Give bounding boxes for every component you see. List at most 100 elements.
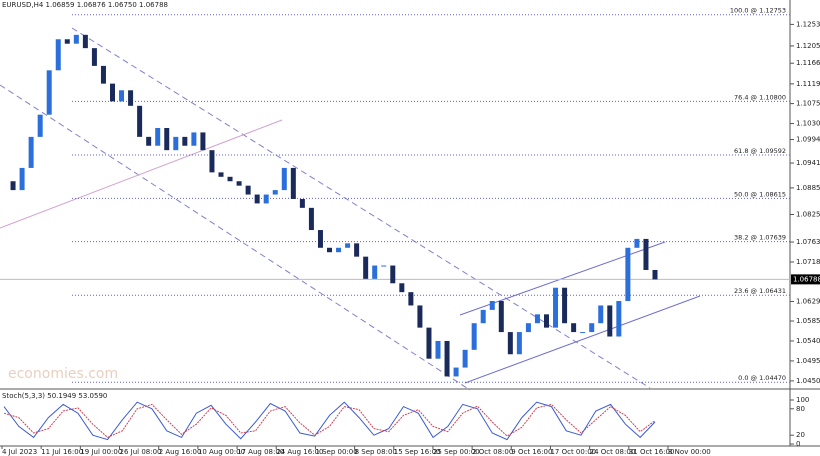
candle-body	[218, 172, 224, 177]
fib-label: 50.0 @ 1.08615	[734, 190, 786, 198]
candle-body	[10, 181, 16, 191]
x-tick-label: 24 Oct 08:00	[590, 448, 636, 456]
stoch-line	[3, 403, 656, 438]
candle-body	[553, 287, 559, 328]
candle-body	[182, 136, 188, 146]
candle-body	[100, 65, 106, 84]
y-tick-label: 1.07180	[796, 258, 820, 266]
candle-body	[589, 323, 595, 333]
candle-body	[173, 136, 179, 151]
candle-body	[128, 90, 134, 106]
candle-body	[327, 247, 332, 253]
x-tick-label: 9 Oct 16:00	[511, 448, 552, 456]
current-price-box	[791, 274, 820, 285]
y-tick-label: 1.05850	[796, 317, 820, 325]
candle-body	[146, 136, 152, 146]
candle-body	[119, 90, 125, 102]
candle-body	[562, 287, 568, 324]
candle-body	[245, 185, 251, 195]
fib-label: 23.6 @ 1.06431	[734, 287, 786, 295]
y-tick-label: 1.08850	[796, 184, 820, 192]
y-tick-label: 1.11195	[796, 80, 820, 88]
candle-body	[28, 136, 34, 168]
candle-body	[308, 207, 314, 231]
stoch-label: Stoch(5,3,3) 50.1949 53.0590	[2, 392, 107, 400]
candle-body	[525, 323, 531, 333]
x-tick-label: 17 Oct 00:00	[550, 448, 596, 456]
fib-label: 38.2 @ 1.07639	[734, 234, 786, 242]
candle-body	[381, 265, 387, 267]
candle-body	[598, 305, 604, 324]
candle-body	[137, 105, 143, 137]
candle-body	[64, 39, 70, 44]
x-tick-label: 1 Sep 00:00	[315, 448, 357, 456]
fib-label: 76.4 @ 1.10800	[734, 93, 786, 101]
y-tick-label: 1.09410	[796, 159, 820, 167]
y-tick-label: 1.12535	[796, 20, 820, 28]
candle-body	[462, 349, 468, 368]
y-tick-label: 1.08250	[796, 211, 820, 219]
y-tick-label: 1.06290	[796, 297, 820, 305]
stoch-tick-label: 20	[796, 431, 805, 439]
candle-body	[263, 194, 269, 204]
candle-body	[417, 305, 423, 328]
x-tick-label: 2 Oct 08:00	[472, 448, 513, 456]
candle-body	[435, 340, 441, 359]
candle-body	[73, 34, 79, 44]
candle-body	[625, 247, 631, 302]
candle-body	[534, 314, 540, 324]
stoch-tick-label: 80	[796, 405, 805, 413]
candle-body	[498, 301, 504, 333]
candle-body	[363, 256, 369, 279]
candle-body	[254, 194, 260, 204]
y-tick-label: 1.10750	[796, 100, 820, 108]
candle-body	[317, 230, 323, 248]
candle-body	[372, 265, 378, 279]
chart-title: EURUSD,H4 1.06859 1.06876 1.06750 1.0678…	[2, 1, 168, 9]
trend-line	[0, 119, 283, 229]
candle-body	[507, 332, 513, 355]
x-tick-label: 19 Jul 00:00	[80, 448, 122, 456]
x-tick-label: 31 Oct 16:00	[629, 448, 675, 456]
y-tick-label: 1.05400	[796, 337, 820, 345]
candle-body	[390, 265, 396, 284]
candle-body	[489, 301, 495, 310]
candle-body	[37, 114, 43, 137]
candle-body	[110, 83, 115, 102]
y-tick-label: 1.04950	[796, 357, 820, 365]
x-tick-label: 25 Sep 00:00	[433, 448, 480, 456]
candle-body	[191, 132, 197, 146]
candle-body	[200, 132, 206, 151]
x-tick-label: 24 Aug 16:00	[276, 448, 323, 456]
x-tick-label: 4 Jul 2023	[2, 448, 37, 456]
candle-body	[155, 127, 161, 146]
candle-body	[480, 309, 486, 324]
candle-body	[426, 327, 432, 359]
candle-body	[399, 283, 405, 293]
x-tick-label: 10 Aug 00:00	[198, 448, 245, 456]
x-tick-label: 8 Sep 08:00	[355, 448, 397, 456]
candle-body	[616, 301, 622, 337]
candle-body	[209, 150, 215, 173]
x-tick-label: 17 Aug 08:00	[237, 448, 284, 456]
current-price-label: 1.06788	[793, 275, 820, 283]
candle-body	[299, 198, 305, 208]
x-tick-label: 2 Aug 16:00	[159, 448, 202, 456]
x-tick-label: 15 Sep 16:00	[394, 448, 441, 456]
channel	[0, 27, 651, 391]
y-tick-label: 1.10300	[796, 120, 820, 128]
candle-body	[46, 70, 52, 115]
candle-body	[55, 39, 61, 71]
candle-body	[336, 247, 342, 253]
candle-body	[471, 323, 477, 350]
x-tick-label: 11 Jul 16:00	[41, 448, 83, 456]
y-tick-label: 1.07630	[796, 238, 820, 246]
candle-body	[82, 34, 88, 49]
candle-body	[544, 314, 549, 328]
candle-body	[164, 127, 170, 151]
candle-body	[444, 340, 450, 377]
stoch-tick-label: 100	[796, 396, 809, 404]
x-tick-label: 8 Nov 00:00	[668, 448, 711, 456]
